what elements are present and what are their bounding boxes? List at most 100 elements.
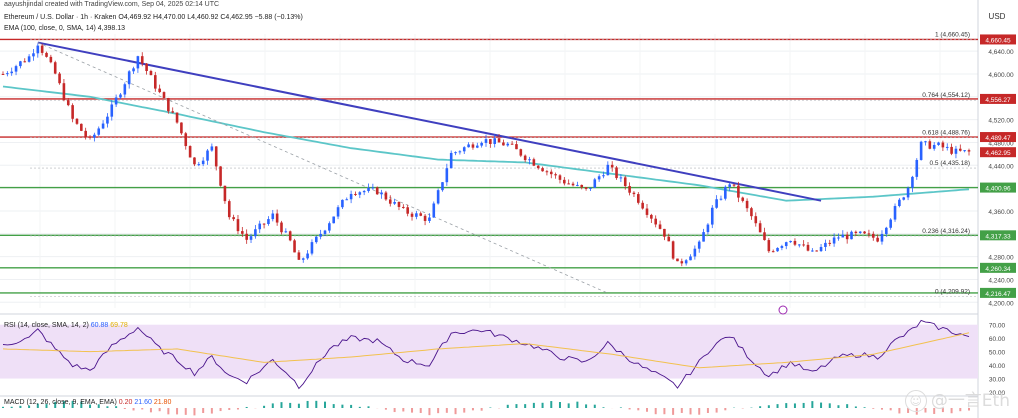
macd-bar (541, 402, 544, 408)
candle-body (502, 142, 505, 146)
candle-body (415, 213, 418, 217)
candle-body (410, 213, 414, 217)
macd-bar (280, 402, 283, 408)
macd-bar (889, 408, 892, 411)
macd-bar (341, 404, 344, 408)
rsi-tick-label: 50.00 (989, 350, 1006, 357)
candle-body (737, 185, 740, 198)
macd-bar (2, 406, 4, 408)
candle-body (528, 159, 531, 161)
macd-bar (654, 408, 657, 415)
level-lines (0, 38, 978, 297)
candle-body (36, 45, 40, 54)
macd-bar (97, 404, 100, 408)
candle-body (171, 111, 175, 113)
candle-body (32, 53, 35, 57)
macd-bar (576, 401, 579, 408)
candle-body (175, 112, 179, 123)
candle-body (62, 83, 66, 101)
macd-bar (672, 408, 675, 415)
macd-bar (471, 408, 474, 411)
macd-bar (619, 407, 622, 408)
macd-bar (193, 408, 196, 416)
candle-body (336, 207, 340, 217)
candle-body (275, 213, 279, 223)
fib-label: 1 (4,660.45) (935, 31, 970, 38)
rsi-value: 60.88 (90, 322, 109, 329)
y-tick-label: 4,480.00 (988, 140, 1014, 147)
candle-body (641, 202, 644, 209)
candle-body (127, 71, 131, 85)
candle-body (58, 73, 61, 84)
candle-body (140, 56, 144, 64)
candle-body (597, 176, 601, 180)
price-label-box (980, 182, 1016, 193)
candle-body (132, 68, 135, 72)
macd-bar (950, 408, 953, 414)
candle-body (306, 253, 309, 259)
candle-body (180, 122, 183, 134)
candle-body (49, 56, 53, 63)
macd-pane (2, 400, 970, 416)
macd-bar (132, 408, 135, 411)
candle-body (563, 179, 566, 184)
candle-body (236, 219, 240, 232)
candle-body (945, 146, 949, 148)
candle-body (863, 231, 866, 234)
candle-body (628, 186, 631, 193)
macd-bar (45, 404, 48, 408)
candle-body (397, 201, 401, 207)
macd-legend: MACD (12, 26, close, 9, EMA, EMA) 0.20 2… (4, 399, 171, 406)
macd-value-2: 21.60 (134, 399, 152, 406)
candle-body (684, 260, 688, 264)
macd-bar (184, 408, 187, 415)
candle-body (680, 261, 684, 264)
candle-body (197, 164, 201, 166)
candle-body (719, 198, 723, 200)
candle-body (23, 61, 27, 63)
event-marker-icon (778, 305, 788, 315)
candle-body (402, 206, 405, 208)
candle-body (162, 92, 166, 99)
candle-body (93, 134, 96, 138)
macd-bar (306, 400, 309, 408)
candle-body (153, 75, 157, 89)
candle-body (262, 223, 266, 225)
macd-bar (628, 408, 631, 410)
candle-body (858, 231, 862, 233)
macd-bar (428, 408, 431, 416)
candle-body (815, 250, 819, 252)
candle-body (893, 206, 897, 220)
macd-bar (106, 406, 109, 408)
candle-body (214, 146, 218, 167)
macd-bar (463, 408, 466, 413)
macd-bar (89, 404, 92, 408)
candle-body (445, 168, 449, 183)
fib-label: 0.618 (4,488.76) (922, 129, 970, 136)
candle-body (101, 123, 105, 129)
macd-value-1: 0.20 (118, 399, 133, 406)
candle-body (297, 252, 301, 260)
macd-bar (271, 403, 274, 408)
candle-body (519, 149, 523, 156)
candle-body (954, 148, 958, 154)
candle-body (188, 146, 192, 158)
candle-body (632, 192, 636, 195)
candle-body (66, 100, 70, 106)
macd-bar (36, 403, 39, 408)
candle-body (432, 203, 436, 218)
macd-bar (602, 407, 605, 408)
candle-body (423, 215, 427, 221)
macd-bar (968, 408, 970, 411)
candle-body (654, 218, 658, 225)
candle-body (223, 185, 227, 202)
macd-bar (10, 406, 13, 408)
candle-body (475, 145, 479, 148)
candle-body (267, 219, 270, 224)
candle-body (876, 237, 879, 242)
rsi-tick-label: 30.00 (989, 377, 1006, 384)
candle-body (284, 231, 288, 233)
candle-body (493, 138, 497, 144)
candle-body (114, 97, 118, 105)
